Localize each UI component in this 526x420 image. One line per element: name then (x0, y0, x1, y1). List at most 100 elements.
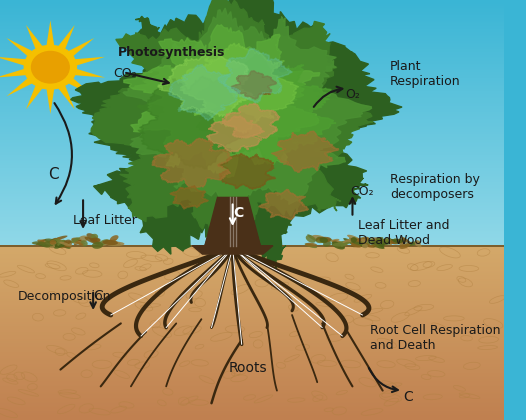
Polygon shape (152, 138, 231, 188)
Ellipse shape (60, 243, 70, 249)
Ellipse shape (305, 243, 317, 248)
Ellipse shape (349, 241, 365, 247)
Text: CO₂: CO₂ (113, 67, 137, 80)
Polygon shape (0, 69, 26, 78)
Ellipse shape (85, 237, 99, 244)
Ellipse shape (49, 240, 56, 244)
Polygon shape (75, 57, 105, 66)
Ellipse shape (74, 240, 81, 245)
Polygon shape (26, 85, 43, 110)
Ellipse shape (410, 243, 417, 246)
Ellipse shape (50, 240, 67, 247)
Polygon shape (231, 71, 277, 100)
Ellipse shape (62, 240, 68, 243)
Ellipse shape (64, 244, 72, 248)
Ellipse shape (319, 238, 333, 242)
Ellipse shape (37, 239, 45, 244)
Ellipse shape (58, 243, 66, 248)
Ellipse shape (352, 240, 360, 245)
Text: Leaf Litter and
Dead Wood: Leaf Litter and Dead Wood (358, 219, 449, 247)
Ellipse shape (382, 240, 392, 245)
Polygon shape (70, 0, 402, 270)
Ellipse shape (361, 239, 368, 243)
Ellipse shape (39, 241, 52, 244)
Ellipse shape (393, 239, 404, 243)
Ellipse shape (371, 241, 382, 248)
Ellipse shape (374, 239, 385, 247)
Ellipse shape (32, 241, 45, 245)
Polygon shape (26, 25, 43, 49)
Text: Root Cell Respiration
and Death: Root Cell Respiration and Death (370, 324, 501, 352)
Ellipse shape (70, 237, 80, 243)
Ellipse shape (105, 239, 120, 246)
Ellipse shape (381, 240, 388, 242)
Ellipse shape (343, 238, 358, 246)
Ellipse shape (54, 236, 67, 240)
Ellipse shape (351, 244, 368, 247)
Text: C: C (234, 206, 244, 220)
Ellipse shape (353, 238, 362, 244)
Ellipse shape (337, 240, 353, 244)
Ellipse shape (341, 242, 349, 247)
Ellipse shape (356, 237, 369, 244)
Ellipse shape (384, 241, 390, 244)
Ellipse shape (362, 244, 368, 248)
Polygon shape (58, 85, 75, 110)
Text: C: C (403, 390, 412, 404)
Ellipse shape (64, 239, 71, 244)
Ellipse shape (53, 239, 61, 243)
Ellipse shape (90, 238, 100, 242)
Ellipse shape (400, 236, 411, 244)
Ellipse shape (331, 241, 345, 249)
Ellipse shape (57, 240, 66, 246)
Polygon shape (6, 38, 33, 56)
Ellipse shape (399, 241, 407, 247)
Polygon shape (58, 25, 75, 49)
Ellipse shape (53, 242, 61, 249)
Ellipse shape (40, 239, 50, 245)
Ellipse shape (399, 243, 410, 249)
Ellipse shape (70, 241, 86, 245)
Polygon shape (193, 229, 273, 254)
Circle shape (32, 52, 69, 83)
Ellipse shape (414, 240, 421, 244)
Ellipse shape (63, 241, 72, 248)
Ellipse shape (54, 238, 60, 242)
Ellipse shape (370, 242, 385, 249)
Polygon shape (6, 78, 33, 97)
Ellipse shape (72, 239, 84, 246)
Ellipse shape (56, 239, 68, 247)
Polygon shape (158, 48, 255, 117)
Ellipse shape (48, 244, 55, 248)
Ellipse shape (311, 235, 325, 240)
Ellipse shape (307, 234, 318, 241)
Ellipse shape (86, 233, 97, 241)
Ellipse shape (393, 240, 403, 244)
Ellipse shape (56, 242, 65, 248)
Polygon shape (137, 76, 256, 169)
Ellipse shape (93, 239, 100, 245)
Ellipse shape (44, 241, 54, 247)
Ellipse shape (331, 239, 339, 242)
Text: Photosynthesis: Photosynthesis (118, 46, 226, 59)
Ellipse shape (336, 241, 343, 244)
Ellipse shape (36, 239, 46, 245)
Ellipse shape (362, 239, 377, 242)
Text: C: C (93, 289, 103, 303)
Ellipse shape (401, 238, 407, 241)
Text: Leaf Litter: Leaf Litter (73, 214, 137, 227)
Ellipse shape (391, 239, 398, 244)
Ellipse shape (41, 244, 50, 248)
Text: Plant
Respiration: Plant Respiration (390, 60, 461, 87)
Polygon shape (205, 197, 260, 246)
Ellipse shape (77, 236, 88, 243)
Ellipse shape (50, 242, 56, 245)
Ellipse shape (80, 240, 88, 247)
Text: Respiration by
decomposers: Respiration by decomposers (390, 173, 480, 201)
Ellipse shape (376, 237, 383, 243)
Ellipse shape (349, 238, 364, 245)
Text: CO₂: CO₂ (350, 185, 373, 197)
Ellipse shape (323, 241, 331, 247)
Ellipse shape (347, 235, 361, 241)
Ellipse shape (375, 241, 384, 248)
